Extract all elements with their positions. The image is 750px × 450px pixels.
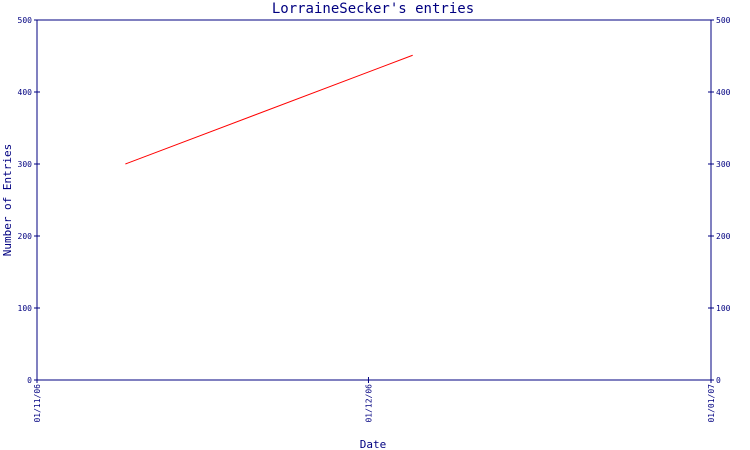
x-tick-label: 01/11/06	[33, 384, 42, 423]
y-tick-right-label: 300	[716, 160, 731, 169]
y-tick-left-label: 100	[18, 304, 33, 313]
y-axis-label: Number of Entries	[1, 144, 14, 257]
y-tick-left-label: 500	[18, 16, 33, 25]
y-tick-right-label: 200	[716, 232, 731, 241]
x-axis: 01/11/06 01/12/06 01/01/07	[33, 377, 716, 423]
y-tick-left-label: 400	[18, 88, 33, 97]
series-group	[125, 54, 413, 165]
y-tick-right-label: 500	[716, 16, 731, 25]
y-tick-left-label: 0	[27, 376, 32, 385]
x-tick-label: 01/01/07	[707, 384, 716, 423]
y-tick-right-label: 400	[716, 88, 731, 97]
y-axis-left: 0 100 200 300 400 500	[18, 16, 40, 385]
x-tick-label: 01/12/06	[364, 384, 373, 423]
series-line	[125, 54, 413, 165]
y-tick-left-label: 200	[18, 232, 33, 241]
y-tick-right-label: 0	[716, 376, 721, 385]
y-tick-left-label: 300	[18, 160, 33, 169]
chart-title: LorraineSecker's entries	[272, 1, 474, 17]
x-axis-label: Date	[360, 438, 387, 450]
y-tick-right-label: 100	[716, 304, 731, 313]
